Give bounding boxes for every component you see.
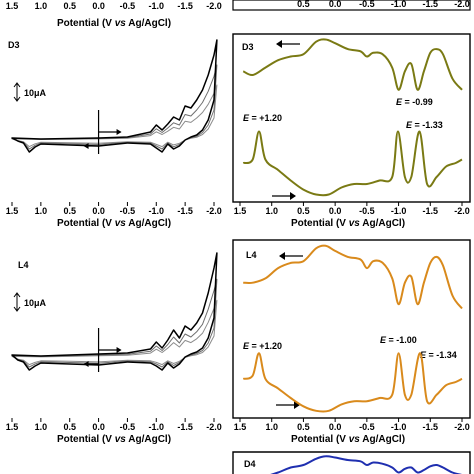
- dpv-l4-lower-curve: [242, 352, 463, 413]
- x-axis-title-cv-d3: Potential (V vs Ag/AgCl): [57, 218, 171, 229]
- cv-l4-x-tick-label: -0.5: [120, 422, 136, 432]
- cv-d3-x-tick-label: -0.5: [120, 206, 136, 216]
- cv-d3-x-tick-label: -1.0: [149, 206, 165, 216]
- dpv-l4-x-tick-label: -2.0: [454, 422, 470, 432]
- peak-annotation-l4-2: E = -1.00: [380, 335, 417, 345]
- cv-l4-x-tick-label: 0.5: [63, 422, 76, 432]
- dpv-l4-x-tick-label: 0.0: [329, 422, 342, 432]
- scan-arrow-left-d3: [276, 40, 300, 48]
- dpv-d3-x-tick-label: 1.0: [265, 206, 278, 216]
- scale-bar-label-d3: 10μA: [24, 88, 47, 98]
- scan-arrow-right-d3: [272, 192, 296, 200]
- dpv-d3-x-tick-label: 0.0: [329, 206, 342, 216]
- dpv-frame-d3: [232, 33, 471, 203]
- dpv-l4-x-tick-label: -1.5: [423, 422, 439, 432]
- cv-d3-x-tick-label: 1.0: [35, 206, 48, 216]
- top-right-tick-label: 0.0: [329, 0, 342, 9]
- top-left-tick-label: -1.0: [149, 1, 165, 11]
- top-x-axis-title: Potential (V vs Ag/AgCl): [57, 18, 171, 29]
- panel-label-d3-dpv: D3: [242, 42, 254, 52]
- scan-arrow-left-l4: [279, 252, 303, 260]
- top-right-tick-label: -2.0: [454, 0, 470, 9]
- cv-d3-x-tick-label: 1.5: [6, 206, 19, 216]
- dpv-l4-x-tick-label: 1.5: [234, 422, 247, 432]
- top-strip-left-axis: 1.5 1.0 0.5 0.0 -0.5 -1.0 -1.5 -2.0: [6, 1, 222, 11]
- x-axis-title-cv-l4: Potential (V vs Ag/AgCl): [57, 434, 171, 445]
- top-left-tick-label: -2.0: [206, 1, 222, 11]
- cv-d3-scan-3: [11, 39, 218, 153]
- x-axis-title-dpv-d3: Potential (V vs Ag/AgCl): [291, 218, 405, 229]
- cv-panel-l4: L4 10μA 1.5 1.0 0.5 0.0 -0.5 -1.0 -1.5 -2.0: [6, 252, 222, 432]
- dpv-frame-l4: [232, 239, 471, 419]
- dpv-panel-l4: L4 E = +1.20 E = -1.00 E = -1.34 1.5 1.0 0…: [232, 239, 471, 432]
- top-strip-right-frame: [232, 0, 471, 11]
- cv-l4-x-tick-label: 0.0: [92, 422, 105, 432]
- dpv-d3-lower-curve: [242, 130, 463, 197]
- peak-annotation-d3-2: E = -0.99: [396, 97, 433, 107]
- cv-l4-x-tick-label: 1.5: [6, 422, 19, 432]
- cv-d3-reverse-arrow-head: [83, 143, 89, 149]
- top-right-tick-label: -1.0: [391, 0, 407, 9]
- dpv-d3-x-tick-label: -1.0: [391, 206, 407, 216]
- dpv-d3-x-tick-label: 0.5: [297, 206, 310, 216]
- top-left-tick-label: 1.5: [6, 1, 19, 11]
- cv-l4-scan-1: [11, 299, 218, 366]
- dpv-panel-d4: D4: [232, 451, 471, 474]
- dpv-panel-d3: D3 E = +1.20 E = -0.99 E = -1.33 1.5 1.0 0…: [232, 33, 471, 216]
- top-right-tick-label: 0.5: [297, 0, 310, 9]
- dpv-d3-x-tick-label: -2.0: [454, 206, 470, 216]
- dpv-frame-d4: [232, 451, 471, 474]
- cv-l4-x-tick-label: -2.0: [206, 422, 222, 432]
- top-left-tick-label: -0.5: [120, 1, 136, 11]
- dpv-d3-x-tick-label: 1.5: [234, 206, 247, 216]
- cv-l4-reverse-arrow-head: [83, 361, 89, 367]
- cv-l4-x-tick-label: -1.0: [149, 422, 165, 432]
- panel-label-d4-dpv: D4: [244, 459, 256, 469]
- cv-d3-scan-2: [11, 64, 218, 150]
- dpv-l4-x-tick-label: 0.5: [297, 422, 310, 432]
- x-axis-title-dpv-l4: Potential (V vs Ag/AgCl): [291, 434, 405, 445]
- scale-bar-l4: 10μA: [13, 292, 47, 312]
- cv-l4-scan-3: [11, 252, 218, 371]
- cv-d3-forward-arrow-head: [116, 129, 122, 135]
- peak-annotation-d3-1: E = +1.20: [243, 113, 282, 123]
- cv-d3-scan-1: [11, 84, 218, 148]
- dpv-l4-x-tick-label: -0.5: [359, 422, 375, 432]
- scale-bar-d3: 10μA: [13, 82, 47, 102]
- top-left-tick-label: 0.0: [92, 1, 105, 11]
- top-strip-right-axis: 0.5 0.0 -0.5 -1.0 -1.5 -2.0: [297, 0, 470, 9]
- dpv-d3-upper-curve: [242, 38, 463, 91]
- cv-l4-x-tick-label: 1.0: [35, 422, 48, 432]
- scale-bar-label-l4: 10μA: [24, 298, 47, 308]
- dpv-l4-upper-curve: [243, 244, 463, 310]
- dpv-d3-x-tick-label: -1.5: [423, 206, 439, 216]
- panel-label-l4-cv: L4: [18, 260, 29, 270]
- cv-d3-x-tick-label: 0.0: [92, 206, 105, 216]
- cv-d3-x-tick-label: -1.5: [177, 206, 193, 216]
- dpv-d4-upper-curve: [270, 455, 463, 474]
- top-left-tick-label: 0.5: [63, 1, 76, 11]
- peak-annotation-l4-3: E = -1.34: [420, 350, 457, 360]
- dpv-l4-x-tick-label: -1.0: [391, 422, 407, 432]
- cv-l4-x-tick-label: -1.5: [177, 422, 193, 432]
- panel-label-d3-cv: D3: [8, 40, 20, 50]
- peak-annotation-l4-1: E = +1.20: [243, 341, 282, 351]
- cv-panel-d3: D3 10μA 1.5 1.0 0.5 0.0 -0.5 -1.0 -1.5 -2.0: [6, 39, 222, 216]
- peak-annotation-d3-3: E = -1.33: [406, 120, 443, 130]
- cv-d3-x-tick-label: -2.0: [206, 206, 222, 216]
- panel-label-l4-dpv: L4: [246, 250, 257, 260]
- top-left-tick-label: -1.5: [177, 1, 193, 11]
- cv-l4-scan-2: [11, 278, 218, 368]
- top-left-tick-label: 1.0: [35, 1, 48, 11]
- cv-l4-forward-arrow-head: [116, 347, 122, 353]
- dpv-l4-x-tick-label: 1.0: [265, 422, 278, 432]
- top-right-tick-label: -1.5: [423, 0, 439, 9]
- cv-d3-x-tick-label: 0.5: [63, 206, 76, 216]
- scan-arrow-right-l4: [276, 401, 300, 409]
- dpv-d3-x-tick-label: -0.5: [359, 206, 375, 216]
- top-right-tick-label: -0.5: [359, 0, 375, 9]
